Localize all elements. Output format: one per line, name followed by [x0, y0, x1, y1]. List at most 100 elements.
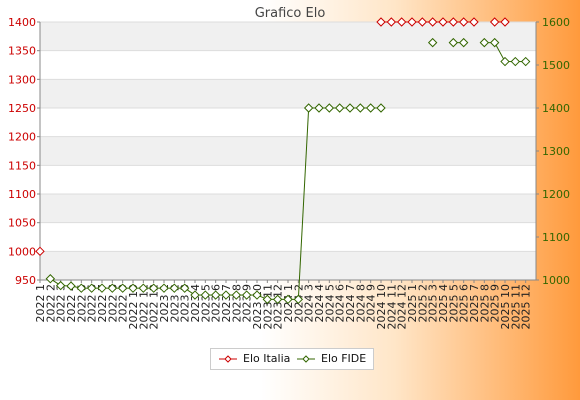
data-point: [438, 17, 448, 27]
data-point: [128, 283, 138, 293]
data-point: [107, 283, 118, 293]
data-point: [489, 37, 500, 48]
x-tick-label: 2025 12: [520, 284, 533, 330]
left-tick-label: 1250: [8, 102, 36, 115]
right-tick-label: 1100: [542, 231, 570, 244]
x-tick-label: 2025 3: [427, 284, 440, 323]
data-point: [448, 37, 459, 48]
left-tick-label: 1000: [8, 245, 36, 258]
x-tick-label: 2025 10: [499, 284, 512, 330]
x-tick-label: 2022 8: [106, 284, 119, 323]
right-tick-label: 1000: [542, 274, 570, 287]
x-tick-label: 2025 2: [416, 284, 429, 323]
grid-band: [40, 79, 536, 108]
legend-label-elo-fide: Elo FIDE: [321, 352, 367, 365]
right-tick-label: 1300: [542, 145, 570, 158]
x-tick-label: 2024 5: [323, 284, 336, 323]
x-tick-label: 2025 7: [468, 284, 481, 323]
x-tick-label: 2024 6: [334, 284, 347, 323]
x-tick-label: 2024 11: [385, 284, 398, 330]
data-point: [489, 17, 500, 27]
data-point: [407, 17, 417, 27]
data-point: [376, 103, 386, 113]
x-tick-label: 2022 2: [44, 284, 57, 323]
data-point: [241, 290, 252, 300]
data-point: [138, 283, 149, 293]
x-tick-label: 2022 11: [137, 284, 150, 330]
data-point: [283, 294, 293, 305]
data-point: [479, 37, 490, 48]
x-tick-label: 2024 3: [303, 284, 316, 323]
x-tick-label: 2025 9: [489, 284, 502, 323]
data-point: [200, 290, 211, 300]
left-tick-label: 1200: [8, 131, 36, 144]
legend: Elo Italia Elo FIDE: [210, 348, 374, 370]
data-point: [396, 17, 407, 27]
data-point: [386, 17, 397, 27]
legend-symbol-elo-fide: [297, 355, 315, 363]
data-point: [314, 103, 324, 113]
x-tick-label: 2025 1: [406, 284, 419, 323]
data-point: [252, 290, 262, 300]
x-tick-label: 2023 2: [168, 284, 181, 323]
legend-symbol-elo-italia: [219, 355, 237, 363]
data-point: [159, 283, 169, 293]
x-tick-label: 2023 11: [261, 284, 274, 330]
x-tick-label: 2022 3: [55, 284, 68, 323]
right-tick-label: 1200: [542, 188, 570, 201]
data-point: [231, 290, 242, 300]
x-tick-label: 2024 7: [344, 284, 357, 323]
data-point: [324, 103, 335, 113]
data-point: [334, 103, 345, 113]
data-point: [500, 17, 510, 27]
left-tick-label: 1100: [8, 188, 36, 201]
x-tick-label: 2022 9: [117, 284, 130, 323]
plot-background: [40, 22, 536, 280]
data-point: [458, 17, 469, 27]
left-tick-label: 1400: [8, 16, 36, 29]
data-point: [97, 283, 107, 293]
data-point: [190, 290, 200, 300]
x-tick-label: 2023 12: [272, 284, 285, 330]
series-elo-italia: [35, 17, 510, 257]
data-point: [448, 17, 459, 27]
series-elo-fide: [45, 37, 531, 305]
data-point: [520, 56, 531, 67]
data-point: [76, 283, 87, 293]
x-tick-label: 2023 3: [179, 284, 192, 323]
x-tick-label: 2025 4: [437, 284, 450, 323]
left-tick-label: 1300: [8, 73, 36, 86]
x-tick-label: 2022 4: [65, 284, 78, 323]
data-point: [66, 281, 76, 291]
data-point: [86, 283, 97, 293]
data-point: [179, 283, 190, 293]
data-point: [169, 283, 180, 293]
data-point: [117, 283, 128, 293]
data-point: [272, 294, 283, 305]
grid-band: [40, 22, 536, 51]
x-tick-label: 2022 6: [86, 284, 99, 323]
right-tick-label: 1400: [542, 102, 570, 115]
data-point: [427, 37, 438, 48]
x-tick-label: 2024 12: [396, 284, 409, 330]
left-tick-label: 1050: [8, 217, 36, 230]
data-point: [458, 37, 469, 48]
data-point: [365, 103, 376, 113]
x-tick-label: 2025 6: [458, 284, 471, 323]
x-tick-label: 2022 7: [96, 284, 109, 323]
data-point: [210, 290, 221, 300]
x-tick-label: 2022 5: [75, 284, 88, 323]
x-tick-label: 2023 1: [158, 284, 171, 323]
x-tick-label: 2024 10: [375, 284, 388, 330]
legend-item-elo-fide: Elo FIDE: [297, 352, 367, 366]
data-point: [469, 17, 479, 27]
legend-label-elo-italia: Elo Italia: [243, 352, 291, 365]
series-layer: [35, 17, 531, 305]
data-point: [262, 294, 273, 305]
right-tick-label: 1600: [542, 16, 570, 29]
grid-band: [40, 136, 536, 166]
left-axis-ticks: 950 1000 1050 1100 1150 1200 1250 1300 1350 1400: [8, 16, 40, 287]
grid-band: [40, 251, 536, 280]
